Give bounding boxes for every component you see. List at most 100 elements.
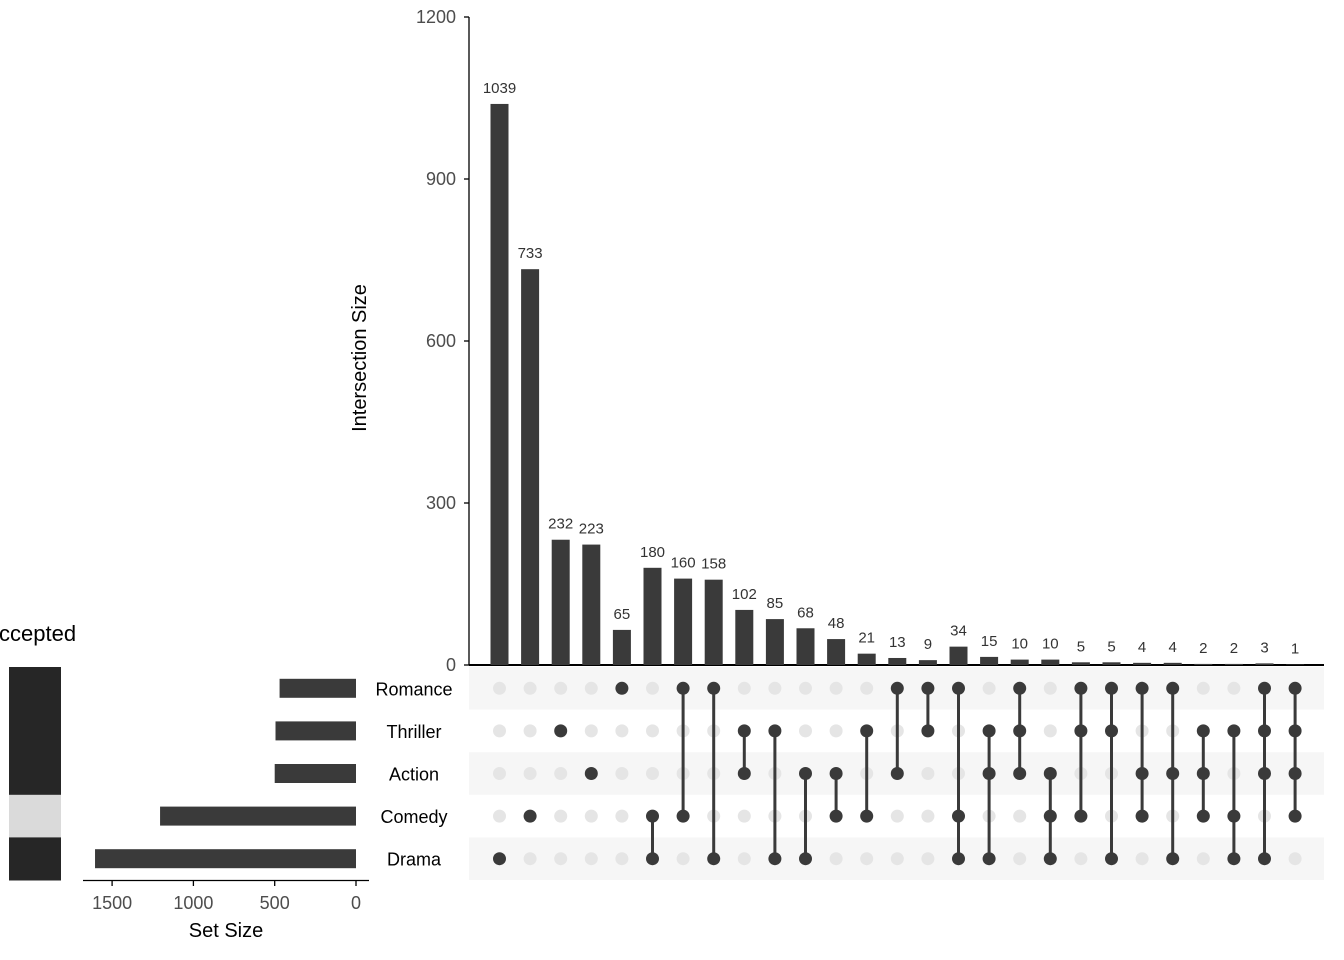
matrix-dot-filled: [1074, 681, 1088, 695]
matrix-dot-empty: [646, 724, 659, 738]
matrix-dot-filled: [1043, 767, 1057, 780]
matrix-dot-empty: [1013, 809, 1027, 823]
intersection-bar-label: 1: [1291, 640, 1299, 657]
intersection-bar-label: 3: [1260, 639, 1268, 656]
y-axis-label: Intersection Size: [349, 284, 371, 432]
matrix-dot-empty: [554, 681, 568, 695]
matrix-dot-empty: [615, 724, 629, 738]
intersection-bar-label: 48: [828, 615, 845, 632]
set-size-tick-label: 500: [260, 893, 290, 913]
matrix-dot-empty: [646, 681, 659, 695]
set-name-label: Drama: [387, 850, 442, 870]
accepted-legend-cell: [9, 752, 61, 796]
matrix-dot-empty: [493, 724, 506, 738]
intersection-bar-label: 158: [701, 556, 726, 573]
matrix-dot-filled: [676, 809, 690, 823]
matrix-dot-filled: [493, 852, 506, 866]
set-name-label: Comedy: [380, 807, 447, 827]
matrix-dot-filled: [768, 852, 782, 866]
set-size-bar: [160, 806, 356, 826]
matrix-dot-filled: [1135, 809, 1149, 823]
matrix-dot-empty: [1288, 852, 1302, 866]
intersection-bar: [796, 628, 815, 665]
matrix-dot-filled: [1074, 809, 1088, 823]
accepted-legend-cell: [9, 794, 61, 838]
matrix-dot-filled: [921, 724, 935, 738]
matrix-dot-filled: [737, 767, 751, 780]
matrix-dot-empty: [737, 852, 751, 866]
matrix-dot-filled: [982, 724, 996, 738]
matrix-dot-empty: [554, 809, 568, 823]
matrix-dot-filled: [890, 681, 904, 695]
matrix-dot-filled: [737, 724, 751, 738]
matrix-dot-empty: [615, 809, 629, 823]
intersection-bar: [1255, 663, 1274, 665]
intersection-bar: [1102, 662, 1121, 665]
matrix-dot-filled: [707, 852, 721, 866]
matrix-dot-filled: [1043, 852, 1057, 866]
accepted-legend-cell: [9, 667, 61, 711]
set-size-bar: [274, 764, 356, 783]
matrix-dot-empty: [799, 724, 812, 738]
matrix-dot-filled: [584, 767, 598, 780]
intersection-bar: [674, 578, 693, 665]
matrix-dot-empty: [1135, 852, 1149, 866]
intersection-bar: [918, 660, 937, 665]
y-tick-label: 300: [426, 493, 456, 513]
matrix-dot-filled: [952, 809, 965, 823]
intersection-bar: [1194, 663, 1213, 665]
matrix-dot-filled: [982, 767, 996, 780]
matrix-dot-empty: [982, 681, 996, 695]
matrix-dot-filled: [1105, 852, 1118, 866]
matrix-dot-filled: [921, 681, 935, 695]
matrix-dot-empty: [554, 852, 568, 866]
matrix-dot-empty: [584, 724, 598, 738]
matrix-dot-filled: [829, 767, 843, 780]
intersection-bar-label: 4: [1138, 639, 1146, 656]
matrix-dot-empty: [493, 767, 506, 780]
intersection-bar-label: 68: [797, 604, 814, 621]
matrix-dot-filled: [799, 852, 812, 866]
matrix-dot-empty: [646, 767, 659, 780]
intersection-bar-label: 5: [1077, 638, 1085, 655]
matrix-dot-filled: [799, 767, 812, 780]
intersection-bar-label: 15: [981, 633, 998, 650]
matrix-dot-filled: [1288, 681, 1302, 695]
matrix-dot-filled: [615, 681, 629, 695]
matrix-dot-empty: [554, 767, 568, 780]
matrix-dot-filled: [646, 809, 659, 823]
matrix-dot-empty: [1196, 852, 1210, 866]
matrix-dot-empty: [523, 681, 537, 695]
matrix-dot-filled: [1196, 724, 1210, 738]
matrix-dot-filled: [1135, 767, 1149, 780]
legend-title: ccepted: [0, 621, 76, 646]
matrix-dot-empty: [768, 681, 782, 695]
intersection-bar-label: 2: [1199, 640, 1207, 657]
set-name-label: Thriller: [386, 722, 441, 742]
set-size-bar: [95, 849, 356, 869]
matrix-dot-filled: [982, 852, 996, 866]
intersection-bar-label: 85: [767, 595, 784, 612]
matrix-dot-empty: [1043, 724, 1057, 738]
intersection-bar: [980, 656, 999, 665]
matrix-dot-empty: [829, 724, 843, 738]
matrix-dot-empty: [676, 852, 690, 866]
intersection-bar: [490, 103, 509, 665]
matrix-dot-empty: [829, 681, 843, 695]
intersection-bar-label: 10: [1011, 636, 1028, 653]
matrix-dot-empty: [1043, 681, 1057, 695]
matrix-dot-filled: [1013, 767, 1027, 780]
matrix-dot-filled: [1166, 852, 1180, 866]
matrix-dot-filled: [1105, 681, 1118, 695]
matrix-dot-filled: [1135, 681, 1149, 695]
matrix-dot-filled: [1013, 681, 1027, 695]
intersection-bar: [643, 567, 662, 665]
matrix-dot-empty: [523, 724, 537, 738]
matrix-dot-empty: [615, 852, 629, 866]
matrix-dot-empty: [584, 809, 598, 823]
matrix-dot-empty: [584, 852, 598, 866]
matrix-dot-empty: [615, 767, 629, 780]
matrix-dot-empty: [829, 852, 843, 866]
matrix-dot-filled: [1196, 767, 1210, 780]
intersection-bar-label: 65: [614, 606, 631, 623]
